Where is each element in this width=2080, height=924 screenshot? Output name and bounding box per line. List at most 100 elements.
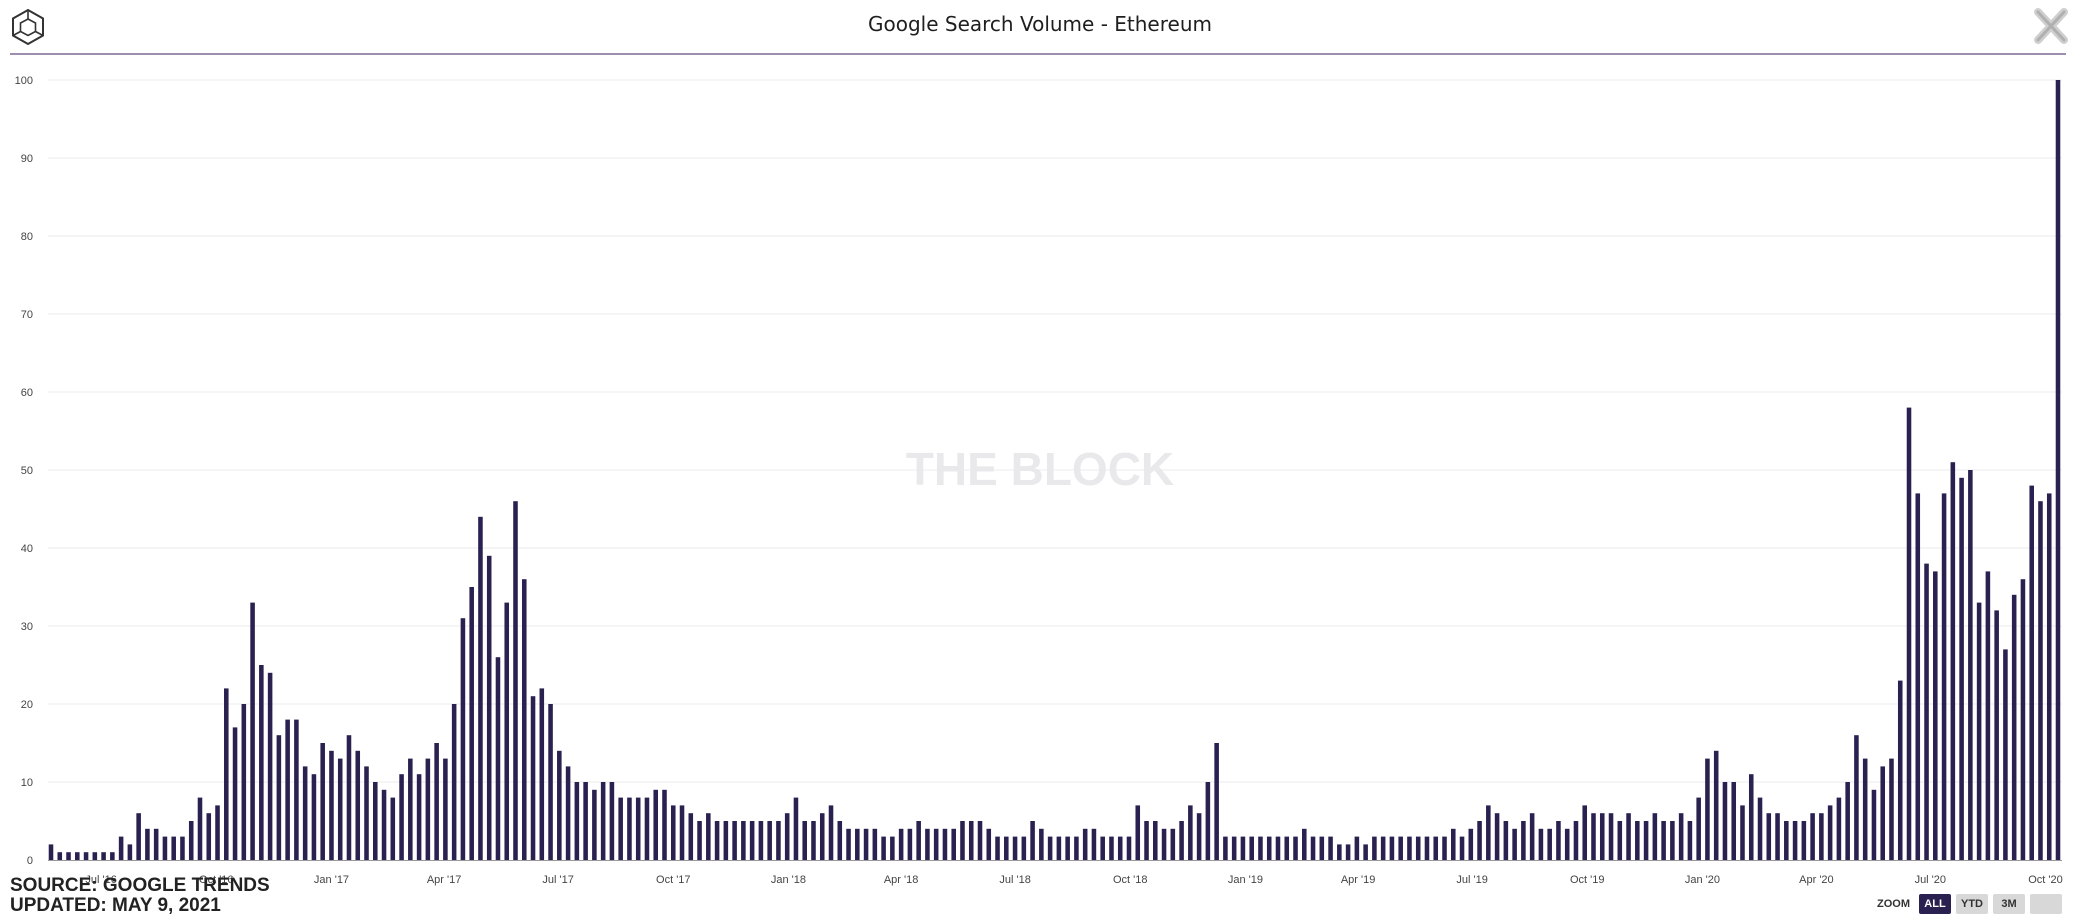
bar[interactable] [565,766,571,860]
bar[interactable] [110,852,115,860]
bar[interactable] [1836,797,1842,860]
bar[interactable] [968,821,974,860]
bar[interactable] [635,797,641,860]
bar[interactable] [1862,758,1868,860]
bar[interactable] [302,766,308,860]
bar[interactable] [1486,805,1491,860]
bar[interactable] [1372,836,1377,860]
bar[interactable] [2055,80,2061,860]
bar[interactable] [1556,821,1561,860]
bar[interactable] [451,704,457,860]
zoom-3m-button[interactable]: 3M [1993,894,2025,914]
bar[interactable] [1337,844,1342,860]
bar[interactable] [1678,813,1684,860]
bar[interactable] [1512,828,1517,860]
bar[interactable] [714,821,720,860]
bar[interactable] [1573,821,1579,860]
bar[interactable] [1091,828,1097,860]
bar[interactable] [478,516,483,860]
bar[interactable] [364,766,369,860]
bar[interactable] [1897,680,1903,860]
zoom-extra-button[interactable] [2030,894,2062,914]
bar[interactable] [1740,805,1745,860]
bar[interactable] [1363,844,1368,860]
bar[interactable] [898,828,904,860]
bar[interactable] [1705,758,1710,860]
bar[interactable] [1188,805,1193,860]
bar[interactable] [855,828,860,860]
bar[interactable] [1065,836,1070,860]
bar[interactable] [872,828,878,860]
zoom-ytd-button[interactable]: YTD [1956,894,1988,914]
bar[interactable] [758,821,764,860]
bar[interactable] [1503,821,1509,860]
bar[interactable] [1670,821,1675,860]
bar[interactable] [784,813,790,860]
bar[interactable] [1021,836,1027,860]
bar[interactable] [1223,836,1228,860]
bar[interactable] [1696,797,1701,860]
bar[interactable] [1880,766,1885,860]
bar[interactable] [101,852,106,860]
bar[interactable] [294,719,299,860]
bar[interactable] [863,828,869,860]
bar[interactable] [390,797,396,860]
bar[interactable] [890,836,895,860]
bar[interactable] [1039,828,1044,860]
bar[interactable] [443,758,448,860]
bar[interactable] [75,852,80,860]
bar[interactable] [2046,493,2052,860]
bar[interactable] [697,821,702,860]
bar[interactable] [1407,836,1412,860]
bar[interactable] [434,743,439,860]
bar[interactable] [460,618,466,860]
bar[interactable] [723,821,729,860]
bar[interactable] [627,797,632,860]
bar[interactable] [1275,836,1281,860]
bar[interactable] [1345,844,1351,860]
bar[interactable] [399,774,404,860]
bar[interactable] [513,501,518,860]
bar[interactable] [1599,813,1605,860]
bar[interactable] [425,758,431,860]
bar[interactable] [1906,407,1912,860]
bar[interactable] [1652,813,1658,860]
bar[interactable] [1389,836,1395,860]
bar[interactable] [1626,813,1631,860]
bar[interactable] [1468,828,1474,860]
bar[interactable] [933,828,939,860]
bar[interactable] [2038,501,2043,860]
bar[interactable] [171,836,176,860]
bar[interactable] [250,602,255,860]
bar[interactable] [1179,821,1184,860]
bar[interactable] [1845,782,1850,860]
bar[interactable] [1854,735,1859,860]
bar[interactable] [828,805,834,860]
bar[interactable] [995,836,1000,860]
bar[interactable] [916,821,921,860]
bar[interactable] [793,797,799,860]
bar[interactable] [1153,821,1158,860]
bar[interactable] [83,852,89,860]
bar[interactable] [329,750,334,860]
bar[interactable] [767,821,772,860]
bar[interactable] [1591,813,1596,860]
bar[interactable] [1985,571,1991,860]
bar[interactable] [180,836,185,860]
bar[interactable] [1319,836,1325,860]
bar[interactable] [1950,462,1956,860]
bar[interactable] [1748,774,1754,860]
bar[interactable] [1082,828,1088,860]
bar[interactable] [1968,470,1973,860]
bar[interactable] [1328,836,1333,860]
bar[interactable] [1757,797,1763,860]
bar[interactable] [127,844,133,860]
bar[interactable] [1889,758,1894,860]
bar[interactable] [188,821,194,860]
bar[interactable] [1941,493,1947,860]
bar[interactable] [215,805,220,860]
bar[interactable] [1266,836,1272,860]
bar[interactable] [232,727,238,860]
bar[interactable] [1564,828,1570,860]
bar[interactable] [1661,821,1666,860]
